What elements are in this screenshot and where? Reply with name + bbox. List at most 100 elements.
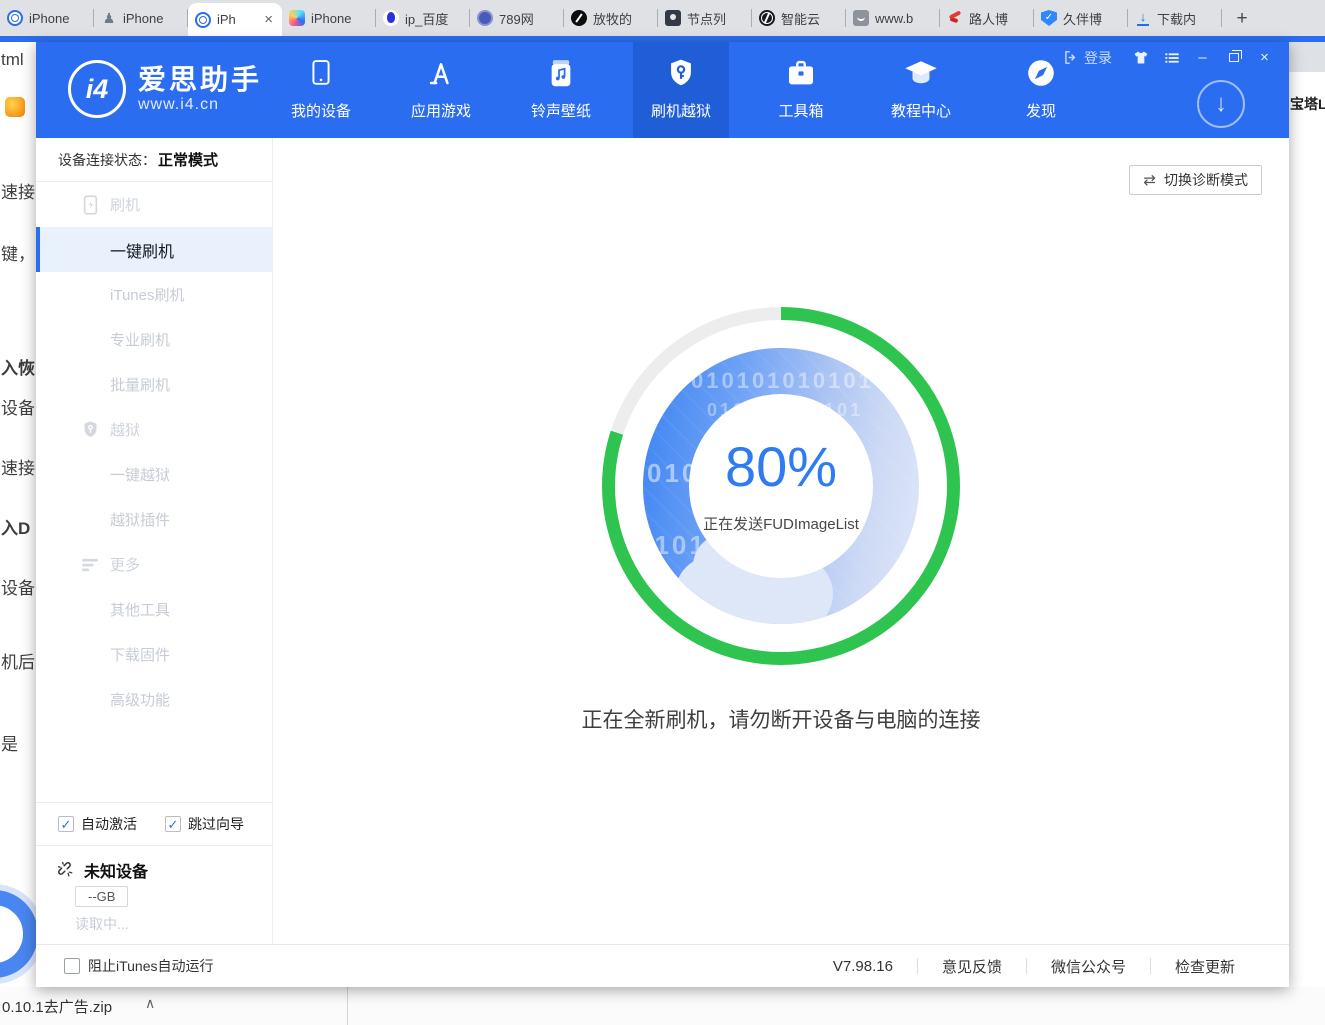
i4-favicon-icon <box>7 10 23 26</box>
tab-label: www.b <box>875 10 914 26</box>
page-fragment: 设备 <box>1 399 35 418</box>
nav-ringtones-wallpapers[interactable]: 铃声壁纸 <box>513 42 609 138</box>
theme-skin-button[interactable] <box>1128 47 1153 68</box>
checkbox-checked-icon[interactable]: ✓ <box>58 816 74 832</box>
nav-discover[interactable]: 发现 <box>993 42 1089 138</box>
sidebar-item-jailbreak-plugins[interactable]: 越狱插件 <box>36 497 272 542</box>
sidebar-item-batch-flash[interactable]: 批量刷机 <box>36 362 272 407</box>
nav-label: 应用游戏 <box>410 103 471 120</box>
browser-tab[interactable]: 放牧的 <box>564 0 658 36</box>
page-fragment: 入恢 <box>1 359 35 378</box>
main-menu-button[interactable] <box>1159 47 1184 68</box>
new-tab-button[interactable]: + <box>1236 8 1248 29</box>
shield-key-icon <box>667 55 695 91</box>
app-footer: 阻止iTunes自动运行 V7.98.16 意见反馈 微信公众号 检查更新 <box>36 944 1289 987</box>
menu-list-icon <box>1164 51 1180 65</box>
restore-icon <box>1228 49 1242 62</box>
connection-status: 设备连接状态： 正常模式 <box>36 138 272 182</box>
divider <box>1025 958 1027 974</box>
binary-texture: 010101010101 <box>691 368 874 393</box>
nav-my-devices[interactable]: 我的设备 <box>273 42 369 138</box>
nav-flash-jailbreak[interactable]: 刷机越狱 <box>633 42 729 138</box>
restore-button[interactable] <box>1221 47 1246 68</box>
sidebar-item-download-firmware[interactable]: 下载固件 <box>36 632 272 677</box>
browser-tab[interactable]: www.b <box>846 0 940 36</box>
nav-toolbox[interactable]: 工具箱 <box>753 42 849 138</box>
status-value: 正常模式 <box>158 152 219 169</box>
browser-tab[interactable]: 久伴博 <box>1034 0 1128 36</box>
person-favicon-icon <box>101 10 117 26</box>
checkbox-label: 自动激活 <box>81 816 137 832</box>
tab-label: 放牧的 <box>593 11 633 27</box>
app-logo: i4 爱思助手 www.i4.cn <box>68 60 262 118</box>
download-center-button[interactable]: ↓ <box>1197 80 1245 128</box>
shield-check-favicon-icon <box>1041 10 1057 26</box>
browser-tab[interactable]: 789网 <box>470 0 564 36</box>
phone-icon <box>308 55 334 91</box>
checkbox-unchecked-icon[interactable] <box>64 958 80 974</box>
feedback-link[interactable]: 意见反馈 <box>941 958 1002 976</box>
checkbox-checked-icon[interactable]: ✓ <box>165 816 181 832</box>
browser-tab[interactable]: iPhone <box>94 0 188 36</box>
sidebar-item-one-click-flash[interactable]: 一键刷机 <box>36 227 272 272</box>
browser-tab[interactable]: iPhone <box>0 0 94 36</box>
browser-download-bar: 0.10.1去广告.zip ∧ <box>0 987 1325 1025</box>
browser-tab-active[interactable]: iPh × <box>188 3 282 36</box>
skip-wizard-checkbox[interactable]: ✓ 跳过向导 <box>165 814 244 834</box>
caret-up-icon[interactable]: ∧ <box>145 995 156 1011</box>
device-info-panel: 未知设备 --GB 读取中... <box>36 845 272 944</box>
node-favicon-icon <box>665 10 681 26</box>
binary-texture: 0101 <box>643 530 707 560</box>
sidebar-item-label: 其他工具 <box>110 602 171 619</box>
sidebar-item-advanced-features[interactable]: 高级功能 <box>36 677 272 722</box>
page-logo-icon <box>0 890 36 978</box>
switch-diagnostic-mode-button[interactable]: ⇄ 切换诊断模式 <box>1129 165 1262 195</box>
flashing-warning-message: 正在全新刷机，请勿断开设备与电脑的连接 <box>581 709 981 732</box>
browser-tab[interactable]: 智能云 <box>752 0 846 36</box>
sidebar-item-itunes-flash[interactable]: iTunes刷机 <box>36 272 272 317</box>
sidebar-item-label: 更多 <box>110 557 141 574</box>
nav-label: 刷机越狱 <box>650 103 711 120</box>
minimize-button[interactable]: – <box>1198 49 1207 66</box>
auto-activate-checkbox[interactable]: ✓ 自动激活 <box>58 814 137 834</box>
window-titlebar: 登录 – × <box>1062 47 1277 68</box>
check-update-link[interactable]: 检查更新 <box>1174 958 1235 976</box>
sidebar-item-label: 高级功能 <box>110 692 171 709</box>
login-button[interactable]: 登录 <box>1062 48 1112 68</box>
red-flash-favicon-icon <box>947 10 963 26</box>
black-circle-favicon-icon <box>571 10 587 26</box>
tab-label: 789网 <box>499 11 534 27</box>
page-fragment: 是 <box>1 735 18 754</box>
sidebar-item-one-click-jailbreak[interactable]: 一键越狱 <box>36 452 272 497</box>
nav-tutorial-center[interactable]: 教程中心 <box>873 42 969 138</box>
sidebar-item-label: 刷机 <box>110 197 141 214</box>
download-filename[interactable]: 0.10.1去广告.zip <box>2 999 113 1016</box>
progress-percent: 80% <box>724 434 838 498</box>
appstore-icon <box>425 55 457 91</box>
sidebar-section-jailbreak: 越狱 <box>36 407 272 452</box>
close-button[interactable]: × <box>1260 49 1269 66</box>
block-itunes-checkbox[interactable]: 阻止iTunes自动运行 <box>64 956 214 976</box>
baidu-favicon-icon <box>383 10 399 26</box>
phone-flash-icon <box>80 194 100 215</box>
tab-close-icon[interactable]: × <box>264 11 273 28</box>
device-capacity-badge: --GB <box>75 886 129 907</box>
sidebar-item-label: 一键刷机 <box>110 243 175 261</box>
window-top-edge <box>0 36 1325 42</box>
sidebar-item-pro-flash[interactable]: 专业刷机 <box>36 317 272 362</box>
divider <box>916 958 918 974</box>
wechat-link[interactable]: 微信公众号 <box>1050 958 1126 976</box>
sidebar-section-flash: 刷机 <box>36 182 272 227</box>
browser-tab[interactable]: ip_百度 <box>376 0 470 36</box>
page-fragment: 宝塔Li <box>1290 96 1325 112</box>
browser-tab[interactable]: 下载内 <box>1128 0 1222 36</box>
browser-tab[interactable]: 节点列 <box>658 0 752 36</box>
sidebar-item-other-tools[interactable]: 其他工具 <box>36 587 272 632</box>
browser-tab[interactable]: iPhone <box>282 0 376 36</box>
nav-apps-games[interactable]: 应用游戏 <box>393 42 489 138</box>
background-page-right: 宝塔Li <box>1289 42 1325 987</box>
browser-tab[interactable]: 路人博 <box>940 0 1034 36</box>
sidebar-item-label: iTunes刷机 <box>110 287 185 304</box>
nav-label: 铃声壁纸 <box>530 103 591 120</box>
